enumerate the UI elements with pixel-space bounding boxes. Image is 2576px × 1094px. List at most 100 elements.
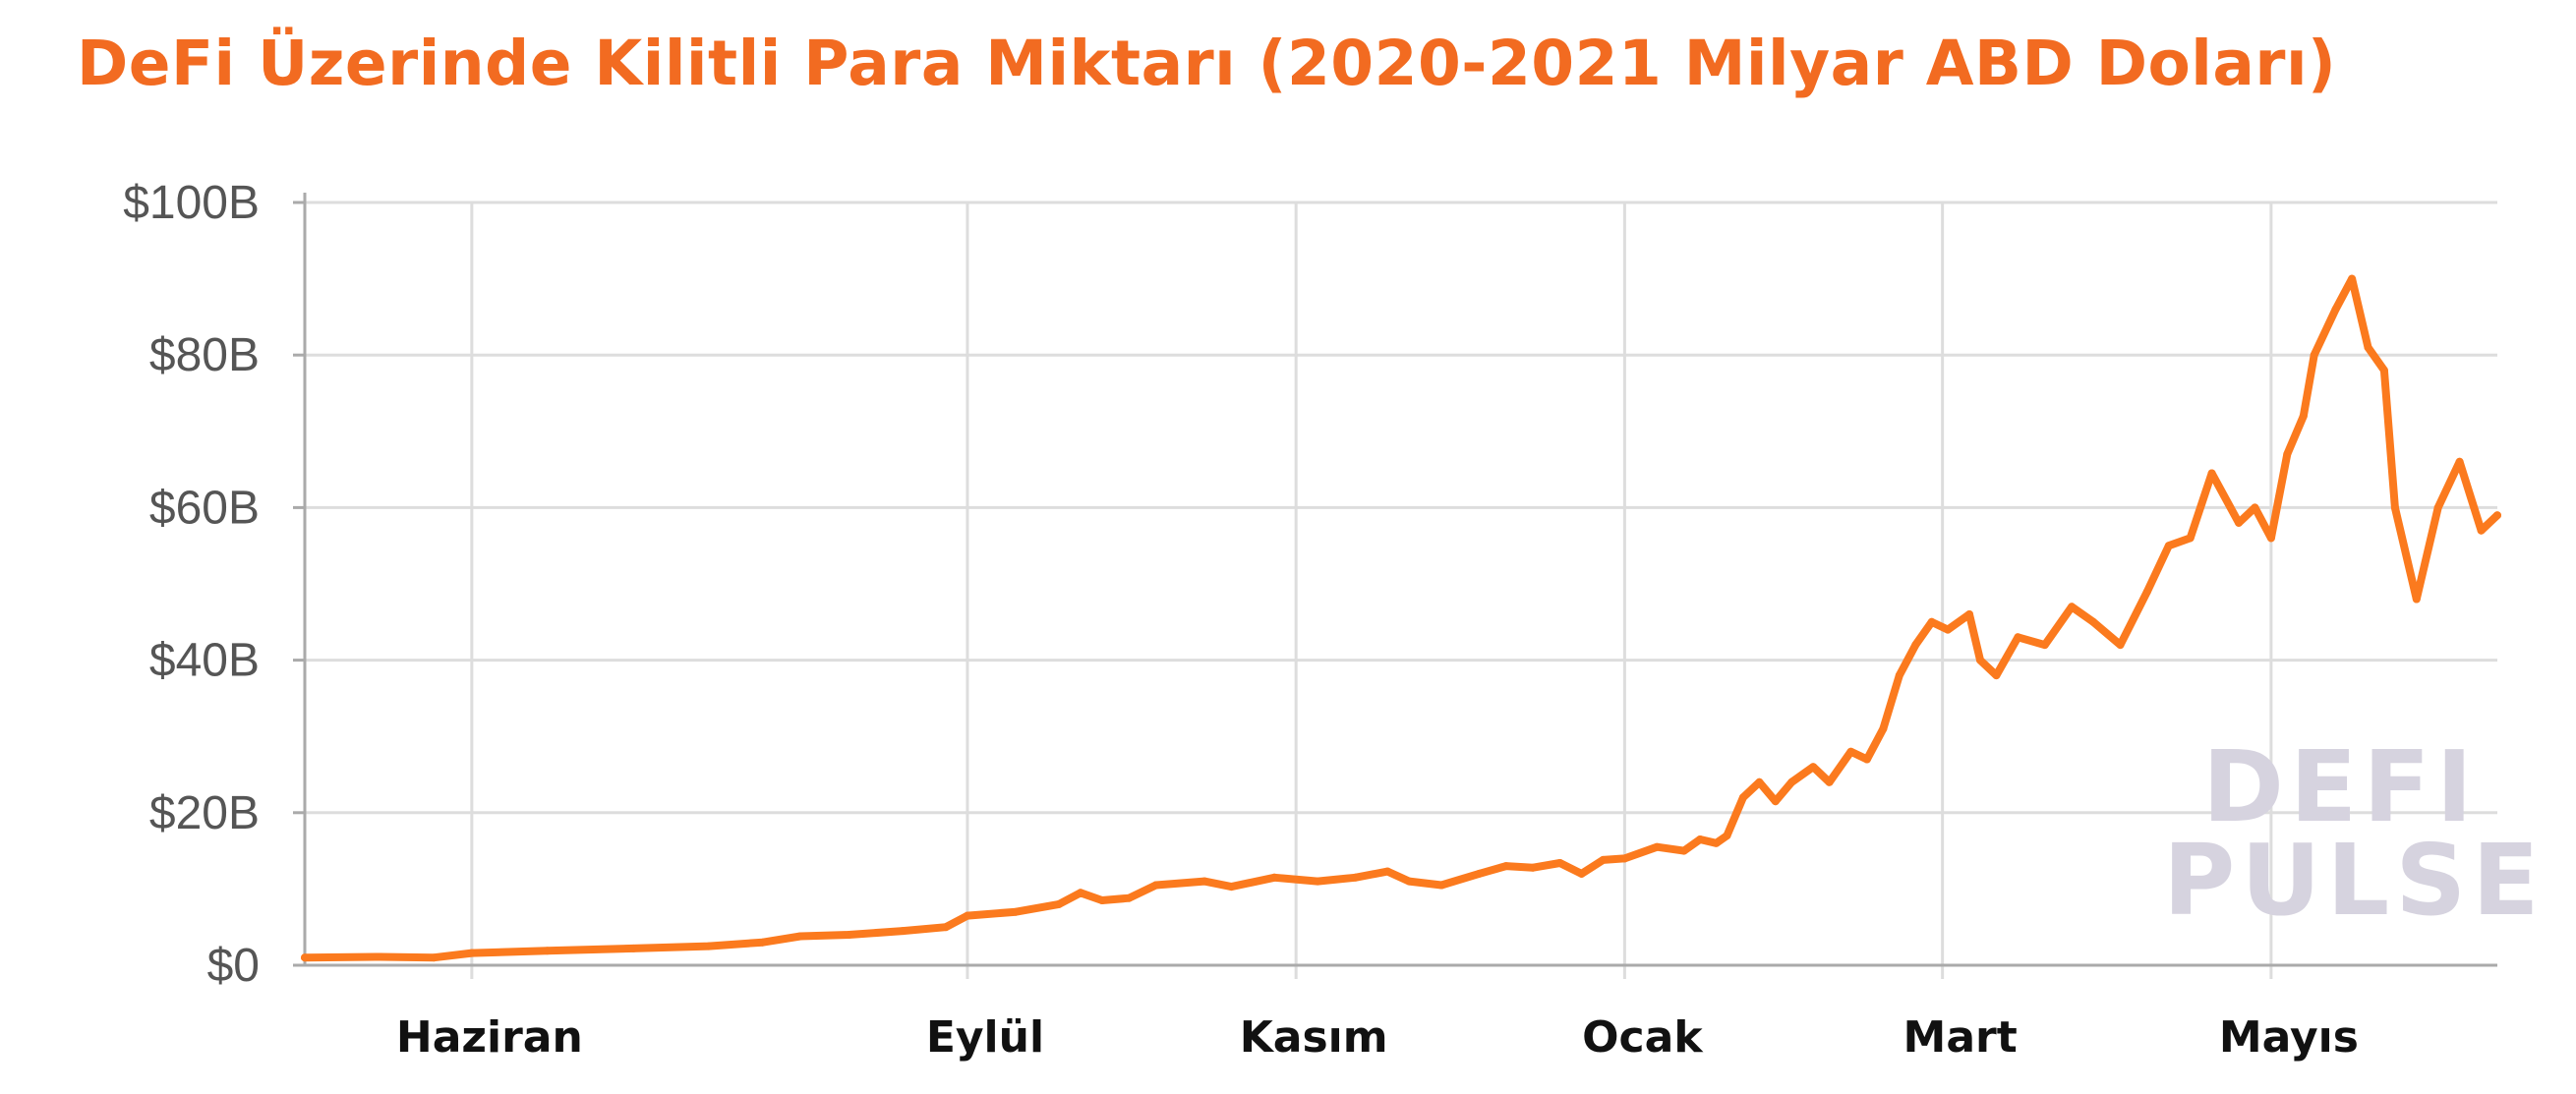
data-point	[1077, 889, 1084, 897]
data-point	[1738, 793, 1747, 802]
y-tick-label: $100B	[123, 177, 260, 229]
data-point	[2455, 457, 2464, 466]
data-point	[1151, 881, 1160, 890]
data-point	[2493, 511, 2501, 520]
data-point	[1911, 641, 1920, 650]
data-point	[1055, 899, 1064, 908]
data-point	[1809, 763, 1818, 772]
defi-pulse-watermark: DEFI PULSE	[2163, 729, 2546, 938]
data-point	[2068, 603, 2077, 611]
x-tick-label: Mart	[1903, 1012, 2018, 1063]
data-point	[2433, 503, 2442, 512]
x-tick-label: Haziran	[396, 1012, 583, 1063]
data-point	[1965, 610, 1973, 618]
data-point	[1097, 896, 1106, 904]
data-point	[963, 911, 971, 920]
data-point	[2040, 641, 2049, 650]
data-point	[1555, 859, 1564, 867]
data-point	[2299, 412, 2308, 421]
data-point	[2412, 595, 2421, 604]
data-point	[2014, 633, 2022, 642]
data-point	[758, 938, 767, 947]
data-point	[899, 927, 907, 936]
data-point	[1125, 893, 1134, 902]
y-tick-label: $40B	[149, 635, 260, 687]
data-point	[2310, 351, 2318, 360]
data-point	[1577, 869, 1586, 878]
data-point	[2207, 469, 2216, 478]
data-point	[796, 932, 805, 941]
y-tick-label: $80B	[149, 329, 260, 381]
watermark-line1: DEFI	[2202, 729, 2479, 844]
data-point	[1012, 907, 1021, 916]
data-point	[2116, 641, 2125, 650]
data-point	[704, 942, 713, 950]
data-point	[2142, 587, 2151, 596]
series-line	[301, 274, 2501, 962]
x-tick-label: Mayıs	[2219, 1012, 2359, 1063]
data-point	[2089, 617, 2098, 626]
y-tick-labels: $0 $20B $40B $60B $80B $100B	[123, 177, 260, 992]
data-point	[543, 947, 552, 955]
x-tick-label: Kasım	[1240, 1012, 1388, 1063]
data-point	[1723, 832, 1731, 840]
axes	[293, 193, 2497, 967]
data-point	[2379, 366, 2388, 374]
data-point	[942, 923, 950, 932]
data-point	[1976, 656, 1984, 664]
data-point	[1620, 854, 1629, 863]
data-point	[1992, 671, 2001, 680]
data-point	[2186, 534, 2195, 543]
x-tick-label: Ocak	[1582, 1012, 1704, 1063]
y-tick-label: $0	[207, 940, 260, 992]
chart-title: DeFi Üzerinde Kilitli Para Miktarı (2020…	[77, 28, 2337, 99]
data-point	[2283, 450, 2292, 459]
data-point	[1501, 862, 1510, 871]
data-point	[629, 944, 638, 952]
data-point	[1270, 873, 1279, 882]
x-tick-labels: Haziran Eylül Kasım Ocak Mart Mayıs	[396, 1012, 2359, 1063]
y-tick-label: $60B	[149, 482, 260, 534]
data-point	[1227, 883, 1236, 892]
data-point	[2331, 305, 2340, 314]
series-layer	[301, 274, 2501, 962]
data-point	[1475, 869, 1484, 878]
data-point	[845, 931, 853, 939]
grid-lines	[305, 201, 2497, 979]
data-point	[1437, 881, 1446, 890]
data-point	[1944, 625, 1953, 634]
data-point	[1405, 877, 1414, 886]
data-point	[301, 953, 309, 962]
data-point	[2477, 526, 2486, 535]
data-point	[1895, 671, 1903, 680]
data-point	[1787, 777, 1796, 786]
data-point	[430, 953, 439, 962]
data-point	[1879, 724, 1888, 733]
data-point	[2235, 518, 2243, 527]
data-point	[2164, 542, 2173, 550]
data-point	[1200, 877, 1208, 886]
data-point	[1862, 755, 1871, 764]
data-point	[1599, 855, 1608, 864]
data-point	[1825, 777, 1834, 786]
data-point	[1696, 835, 1705, 843]
data-point	[467, 949, 476, 957]
data-point	[1351, 873, 1360, 882]
data-point	[1927, 617, 1936, 626]
data-point	[1679, 846, 1688, 855]
data-point	[1846, 747, 1855, 756]
data-point	[1712, 838, 1721, 847]
watermark-line2: PULSE	[2163, 823, 2546, 938]
data-point	[1383, 867, 1392, 876]
data-point	[2390, 503, 2399, 512]
data-point	[1314, 877, 1322, 886]
data-point	[2266, 534, 2275, 543]
y-tick-label: $20B	[149, 787, 260, 839]
data-point	[1771, 797, 1780, 806]
data-point	[1755, 777, 1764, 786]
data-point	[2251, 503, 2259, 512]
data-point	[2364, 343, 2372, 352]
data-point	[1529, 863, 1538, 872]
data-point	[376, 952, 384, 961]
